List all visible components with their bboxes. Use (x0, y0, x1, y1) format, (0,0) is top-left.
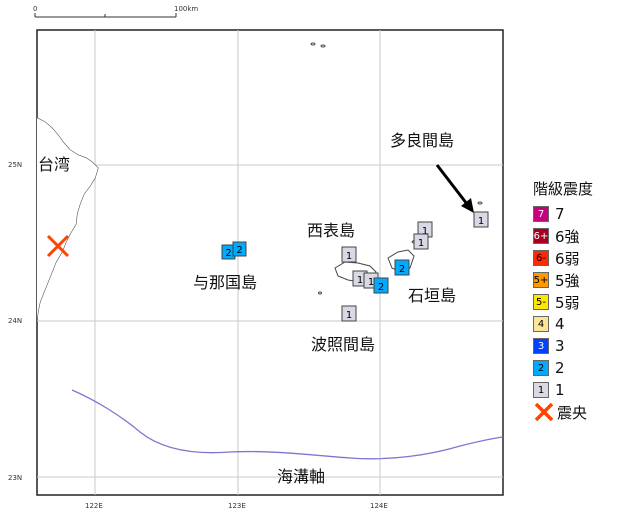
legend-swatch: 3 (533, 338, 549, 354)
legend-swatch: 2 (533, 360, 549, 376)
legend-label: 2 (555, 359, 565, 377)
scale-bar: 0 100km (33, 5, 198, 18)
graticule (37, 30, 503, 495)
station-value: 1 (346, 251, 352, 262)
trench-axis-label: 海溝軸 (277, 467, 325, 486)
station-markers: 2 2 1 1 1 2 1 1 2 1 1 (221, 211, 489, 322)
yonaguni-label: 与那国島 (193, 273, 257, 292)
station-value: 1 (368, 277, 374, 288)
legend-label: 7 (555, 205, 565, 223)
station-value: 2 (236, 245, 242, 256)
intensity-legend: 階級震度 7 7 6+ 6強 6- 6弱 5+ 5強 5- 5弱 4 4 3 3 2 2 1 1 震央 (533, 178, 619, 423)
scale-end-label: 100km (174, 5, 198, 13)
legend-item: 6- 6弱 (533, 247, 619, 269)
epicenter-marker (46, 234, 70, 258)
station-marker: 2 (232, 241, 247, 257)
x-mark-icon (534, 402, 554, 422)
legend-label: 6強 (555, 227, 580, 246)
hateruma-label: 波照間島 (311, 335, 375, 354)
legend-swatch: 7 (533, 206, 549, 222)
legend-epicenter-label: 震央 (557, 403, 588, 422)
lat-tick-label: 24N (8, 317, 22, 325)
legend-label: 5強 (555, 271, 580, 290)
legend-title: 階級震度 (533, 180, 594, 198)
map-frame (36, 29, 504, 496)
legend-swatch: 5+ (533, 272, 549, 288)
station-value: 1 (478, 216, 484, 227)
legend-swatch: 4 (533, 316, 549, 332)
station-value: 1 (418, 238, 424, 249)
tarama-pointer-arrow (435, 164, 469, 205)
lon-tick-label: 122E (85, 502, 103, 510)
station-marker: 1 (341, 246, 357, 263)
taiwan-label: 台湾 (38, 155, 70, 174)
station-marker: 2 (394, 259, 410, 276)
tarama-label: 多良間島 (390, 131, 454, 150)
legend-swatch: 6- (533, 250, 549, 266)
legend-label: 4 (555, 315, 565, 333)
legend-epicenter-row: 震央 (533, 401, 619, 423)
ishigaki-label: 石垣島 (408, 286, 456, 305)
legend-swatch: 5- (533, 294, 549, 310)
station-value: 1 (422, 226, 428, 237)
legend-item: 6+ 6強 (533, 225, 619, 247)
station-marker: 2 (373, 277, 389, 294)
station-value: 1 (346, 310, 352, 321)
trench-axis-line (71, 389, 504, 460)
station-marker: 1 (413, 233, 429, 250)
legend-label: 3 (555, 337, 565, 355)
station-value: 2 (225, 248, 231, 259)
taiwan-land-fill (37, 118, 98, 320)
legend-item: 5+ 5強 (533, 269, 619, 291)
legend-swatch: 6+ (533, 228, 549, 244)
legend-label: 1 (555, 381, 565, 399)
station-marker: 1 (473, 211, 489, 228)
station-marker: 1 (341, 305, 357, 322)
legend-swatch: 1 (533, 382, 549, 398)
legend-label: 5弱 (555, 293, 580, 312)
lat-tick-label: 23N (8, 474, 22, 482)
station-value: 2 (399, 264, 405, 275)
legend-item: 5- 5弱 (533, 291, 619, 313)
arrow-head (461, 198, 474, 213)
legend-label: 6弱 (555, 249, 580, 268)
station-value: 1 (357, 275, 363, 286)
lon-tick-label: 123E (228, 502, 246, 510)
lat-tick-label: 25N (8, 161, 22, 169)
legend-rows: 7 7 6+ 6強 6- 6弱 5+ 5強 5- 5弱 4 4 3 3 2 2 1 1 (533, 203, 619, 401)
iriomote-label: 西表島 (307, 221, 355, 240)
scale-zero-label: 0 (33, 5, 37, 13)
station-value: 2 (378, 282, 384, 293)
lon-tick-label: 124E (370, 502, 388, 510)
